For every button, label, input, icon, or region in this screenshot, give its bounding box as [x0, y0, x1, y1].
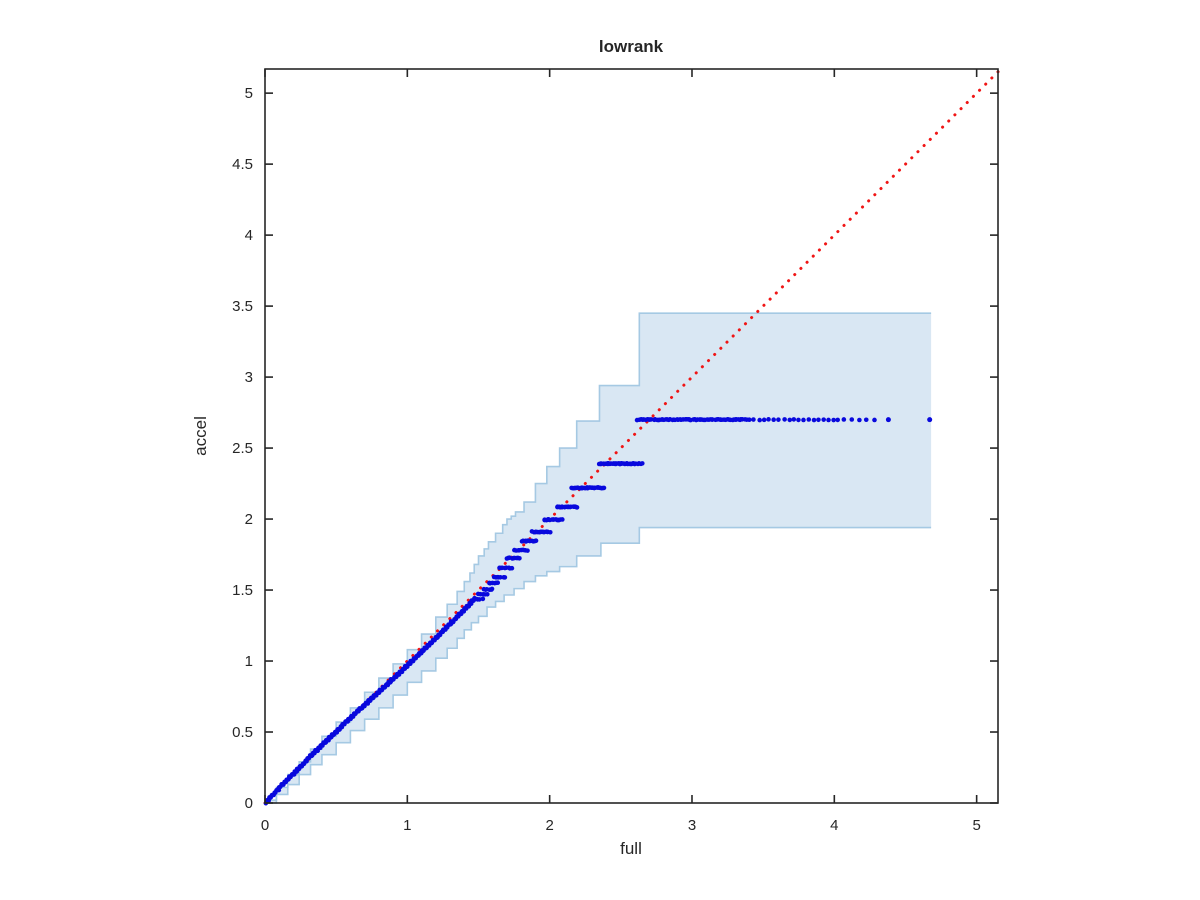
y-tick-label: 4.5: [232, 156, 253, 173]
y-tick-label: 4: [245, 227, 253, 244]
x-tick-label: 2: [545, 817, 553, 834]
x-tick-label: 1: [403, 817, 411, 834]
y-tick-label: 0.5: [232, 724, 253, 741]
x-tick-label: 4: [830, 817, 838, 834]
y-tick-label: 2.5: [232, 440, 253, 457]
x-tick-label: 5: [972, 817, 980, 834]
x-tick-label: 0: [261, 817, 269, 834]
y-tick-label: 3: [245, 369, 253, 386]
y-tick-label: 1.5: [232, 582, 253, 599]
y-tick-label: 5: [245, 85, 253, 102]
confidence-band: [265, 312, 932, 804]
y-tick-labels: 0 0.5 1 1.5 2 2.5 3 3.5 4 4.5 5: [232, 85, 253, 812]
y-tick-label: 0: [245, 795, 253, 812]
chart-title: lowrank: [599, 37, 664, 56]
scatter-points: [263, 416, 933, 806]
x-axis-label: full: [620, 839, 642, 858]
y-axis-label: accel: [191, 416, 210, 456]
y-tick-label: 2: [245, 511, 253, 528]
y-tick-label: 1: [245, 653, 253, 670]
axes-box: [264, 68, 999, 804]
x-tick-label: 3: [688, 817, 696, 834]
y-tick-label: 3.5: [232, 298, 253, 315]
x-tick-labels: 0 1 2 3 4 5: [261, 817, 981, 834]
